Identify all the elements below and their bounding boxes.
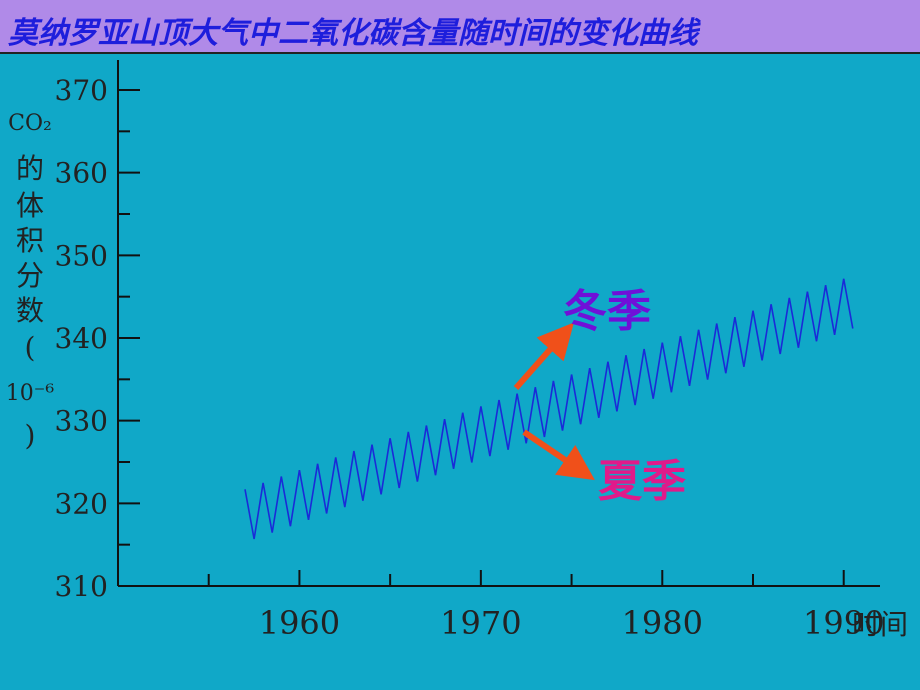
y-label-char: 积 [16, 224, 44, 257]
y-label-char: 数 [16, 294, 44, 327]
y-tick-label: 320 [55, 487, 108, 520]
y-label-char: 体 [16, 189, 44, 222]
y-label-char: 的 [16, 152, 44, 185]
summer-arrow [522, 429, 595, 481]
y-tick-label: 330 [55, 405, 108, 438]
y-label-char: 10⁻⁶ [6, 381, 55, 406]
y-label-char: ( [25, 331, 36, 364]
y-label-char: CO₂ [8, 111, 52, 136]
x-tick-label: 1990 [803, 604, 884, 642]
y-label-char: 分 [16, 259, 44, 292]
summer-label: 夏季 [598, 456, 686, 507]
series-group [244, 278, 854, 540]
x-tick-label: 1960 [259, 604, 340, 642]
y-tick-label: 360 [55, 157, 108, 190]
winter-arrow [513, 322, 574, 390]
x-tick-label: 1980 [622, 604, 703, 642]
chart-area [0, 56, 920, 690]
y-tick-label: 350 [55, 239, 108, 272]
y-tick-label: 310 [55, 570, 108, 603]
y-tick-label: 370 [55, 74, 108, 107]
y-tick-label: 340 [55, 322, 108, 355]
x-tick-label: 1970 [440, 604, 521, 642]
title-bar: 莫纳罗亚山顶大气中二氧化碳含量随时间的变化曲线 [0, 0, 920, 54]
winter-label: 冬季 [563, 286, 651, 337]
page-title: 莫纳罗亚山顶大气中二氧化碳含量随时间的变化曲线 [8, 16, 698, 51]
x-axis-label: 时间 [852, 608, 908, 641]
co2-series-line [244, 278, 854, 540]
y-label-char: ) [25, 419, 36, 452]
